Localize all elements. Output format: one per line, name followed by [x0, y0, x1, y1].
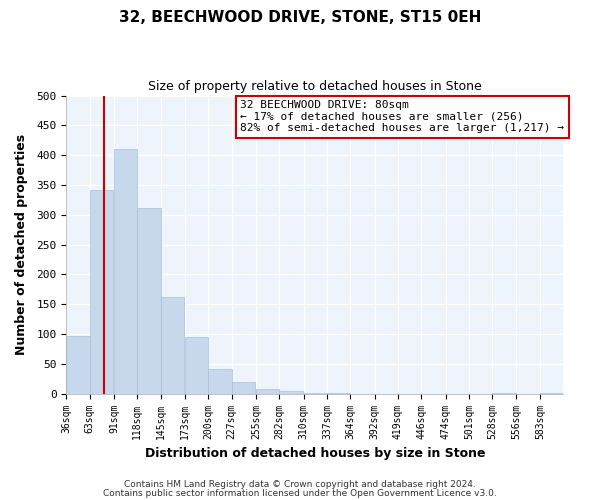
- Bar: [232, 382, 255, 394]
- Bar: [256, 389, 279, 394]
- Bar: [89, 190, 113, 394]
- Bar: [279, 390, 302, 394]
- Bar: [304, 392, 327, 394]
- Bar: [137, 208, 161, 394]
- Text: Contains HM Land Registry data © Crown copyright and database right 2024.: Contains HM Land Registry data © Crown c…: [124, 480, 476, 489]
- Bar: [208, 368, 232, 394]
- Title: Size of property relative to detached houses in Stone: Size of property relative to detached ho…: [148, 80, 482, 93]
- X-axis label: Distribution of detached houses by size in Stone: Distribution of detached houses by size …: [145, 447, 485, 460]
- Text: Contains public sector information licensed under the Open Government Licence v3: Contains public sector information licen…: [103, 488, 497, 498]
- Bar: [161, 296, 184, 394]
- Text: 32, BEECHWOOD DRIVE, STONE, ST15 0EH: 32, BEECHWOOD DRIVE, STONE, ST15 0EH: [119, 10, 481, 25]
- Bar: [540, 392, 563, 394]
- Bar: [327, 393, 350, 394]
- Text: 32 BEECHWOOD DRIVE: 80sqm
← 17% of detached houses are smaller (256)
82% of semi: 32 BEECHWOOD DRIVE: 80sqm ← 17% of detac…: [240, 100, 564, 133]
- Bar: [114, 148, 137, 394]
- Y-axis label: Number of detached properties: Number of detached properties: [15, 134, 28, 355]
- Bar: [67, 336, 89, 394]
- Bar: [492, 392, 515, 394]
- Bar: [185, 337, 208, 394]
